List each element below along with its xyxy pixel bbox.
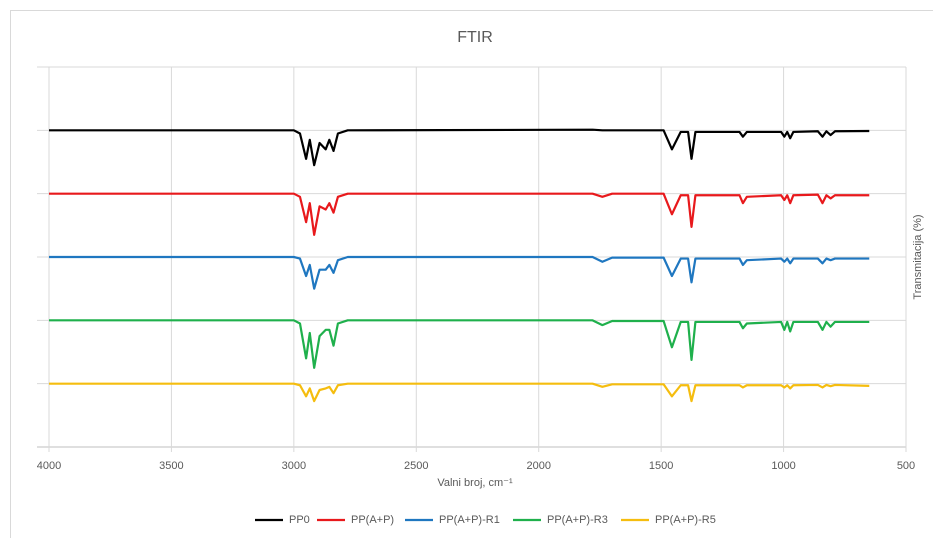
spectrum-line — [49, 319, 870, 369]
chart-title: FTIR — [457, 29, 493, 46]
legend-label: PP(A+P)-R5 — [655, 514, 716, 526]
x-tick-label: 2000 — [526, 460, 550, 472]
x-tick-label: 3500 — [159, 460, 183, 472]
spectrum-line — [49, 192, 870, 236]
spectrum-line — [49, 128, 870, 167]
x-tick-label: 1500 — [649, 460, 673, 472]
x-tick-label: 1000 — [771, 460, 795, 472]
x-tick-label: 3000 — [282, 460, 306, 472]
chart-frame — [10, 10, 933, 538]
legend-label: PP(A+P) — [351, 514, 394, 526]
x-axis-title: Valni broj, cm⁻¹ — [437, 477, 513, 489]
legend-label: PP0 — [289, 514, 310, 526]
spectrum-line — [49, 382, 870, 403]
y-axis-title: Transmitacija (%) — [912, 214, 924, 299]
x-tick-label: 500 — [897, 460, 915, 472]
spectrum-line — [49, 255, 870, 290]
legend-label: PP(A+P)-R1 — [439, 514, 500, 526]
x-tick-label: 4000 — [37, 460, 61, 472]
x-tick-label: 2500 — [404, 460, 428, 472]
legend-label: PP(A+P)-R3 — [547, 514, 608, 526]
